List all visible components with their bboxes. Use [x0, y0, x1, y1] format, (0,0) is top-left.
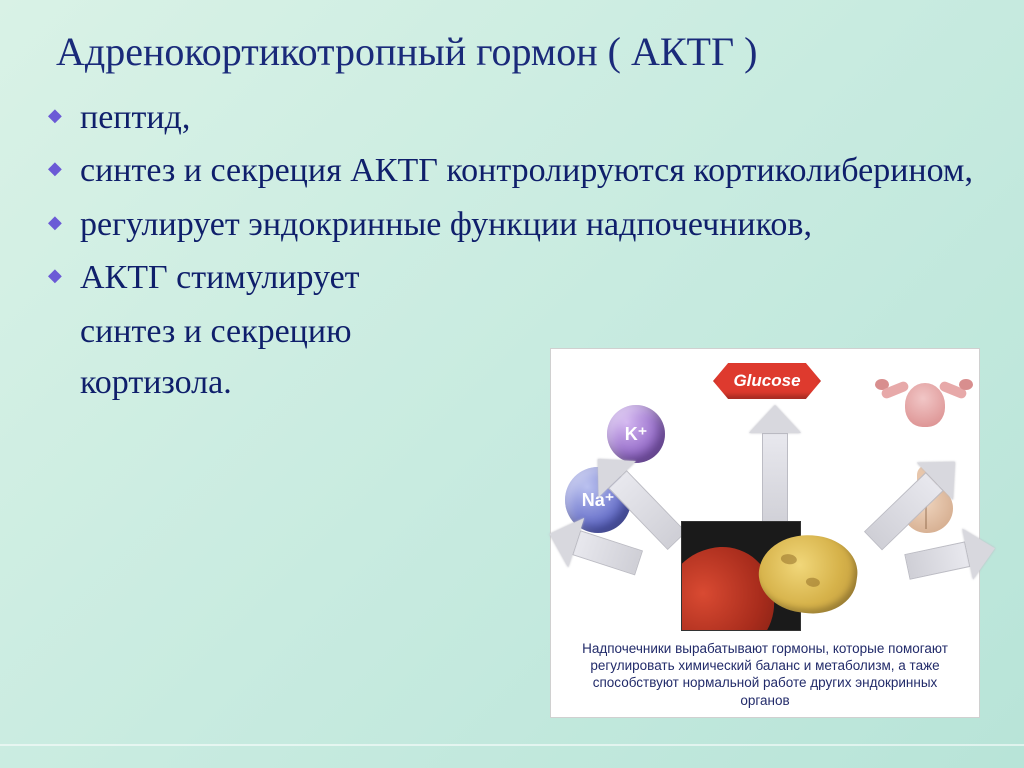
bullet-item: пептид,: [48, 97, 984, 138]
arrow-icon: [749, 405, 801, 531]
bullet-list: пептид, синтез и секреция АКТГ контролир…: [48, 97, 984, 299]
bullet-item: АКТГ стимулирует: [48, 257, 984, 298]
uterus-icon: [883, 375, 965, 435]
slide-title: Адренокортикотропный гормон ( АКТГ ): [56, 28, 984, 75]
slide: Адренокортикотропный гормон ( АКТГ ) пеп…: [0, 0, 1024, 768]
figure-canvas: Glucose K⁺ Na⁺ Надпочечники вырабаты: [551, 349, 979, 717]
adrenal-figure: Glucose K⁺ Na⁺ Надпочечники вырабаты: [550, 348, 980, 718]
figure-caption: Надпочечники вырабатывают гормоны, котор…: [551, 640, 979, 709]
continuation-line: синтез и секрецию: [48, 311, 984, 352]
bullet-item: регулирует эндокринные функции надпочечн…: [48, 204, 984, 245]
decorative-divider: [0, 744, 1024, 746]
bullet-item: синтез и секреция АКТГ контролируются ко…: [48, 150, 984, 191]
adrenal-gland-icon: [681, 521, 851, 641]
glucose-badge: Glucose: [713, 363, 821, 399]
